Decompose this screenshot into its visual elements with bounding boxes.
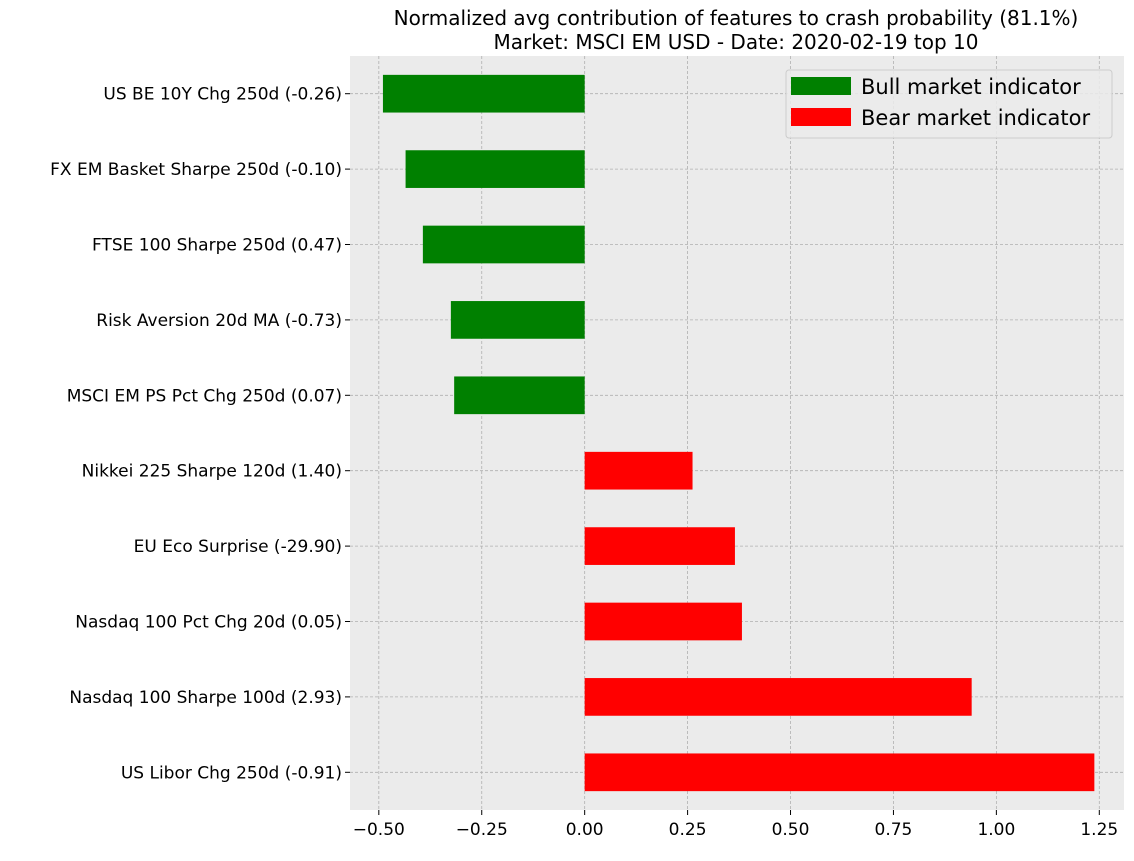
bar [584, 753, 1095, 792]
category-label: FTSE 100 Sharpe 250d (0.47) [92, 236, 342, 256]
bar [584, 451, 693, 490]
bar [454, 376, 585, 415]
bar [422, 225, 585, 264]
x-tick-label: 0.25 [669, 820, 707, 840]
x-tick-label: −0.25 [456, 820, 508, 840]
category-label: FX EM Basket Sharpe 250d (-0.10) [50, 160, 342, 180]
category-label: US Libor Chg 250d (-0.91) [121, 763, 342, 783]
legend-label-bull: Bull market indicator [861, 75, 1081, 99]
category-label: Nasdaq 100 Sharpe 100d (2.93) [69, 688, 342, 708]
legend: Bull market indicator Bear market indica… [785, 69, 1113, 139]
x-tick-label: 0.00 [566, 820, 604, 840]
bar [405, 150, 585, 188]
category-label: Risk Aversion 20d MA (-0.73) [96, 311, 342, 331]
x-tick-label: 0.50 [772, 820, 810, 840]
legend-swatch-bull [791, 77, 851, 95]
category-label: Nasdaq 100 Pct Chg 20d (0.05) [75, 613, 342, 633]
chart-subtitle: Market: MSCI EM USD - Date: 2020-02-19 t… [494, 30, 979, 54]
bar [584, 678, 972, 716]
category-labels: US BE 10Y Chg 250d (-0.26) FX EM Basket S… [50, 85, 350, 783]
category-label: EU Eco Surprise (-29.90) [134, 537, 342, 557]
legend-box [785, 69, 1113, 139]
x-axis-ticks: −0.50 −0.25 0.00 0.25 0.50 0.75 1.00 1.25 [353, 810, 1118, 840]
bar [584, 527, 735, 565]
category-label: US BE 10Y Chg 250d (-0.26) [103, 85, 342, 105]
legend-label-bear: Bear market indicator [861, 106, 1091, 130]
chart-title: Normalized avg contribution of features … [394, 6, 1079, 30]
x-tick-label: 1.00 [977, 820, 1015, 840]
bar [450, 301, 585, 339]
bars [382, 74, 1095, 792]
category-label: MSCI EM PS Pct Chg 250d (0.07) [67, 386, 342, 406]
category-label: Nikkei 225 Sharpe 120d (1.40) [82, 462, 342, 482]
bar [382, 74, 585, 113]
x-tick-label: 0.75 [875, 820, 913, 840]
bar [584, 602, 742, 641]
x-tick-label: −0.50 [353, 820, 405, 840]
x-tick-label: 1.25 [1080, 820, 1118, 840]
legend-swatch-bear [791, 108, 851, 126]
